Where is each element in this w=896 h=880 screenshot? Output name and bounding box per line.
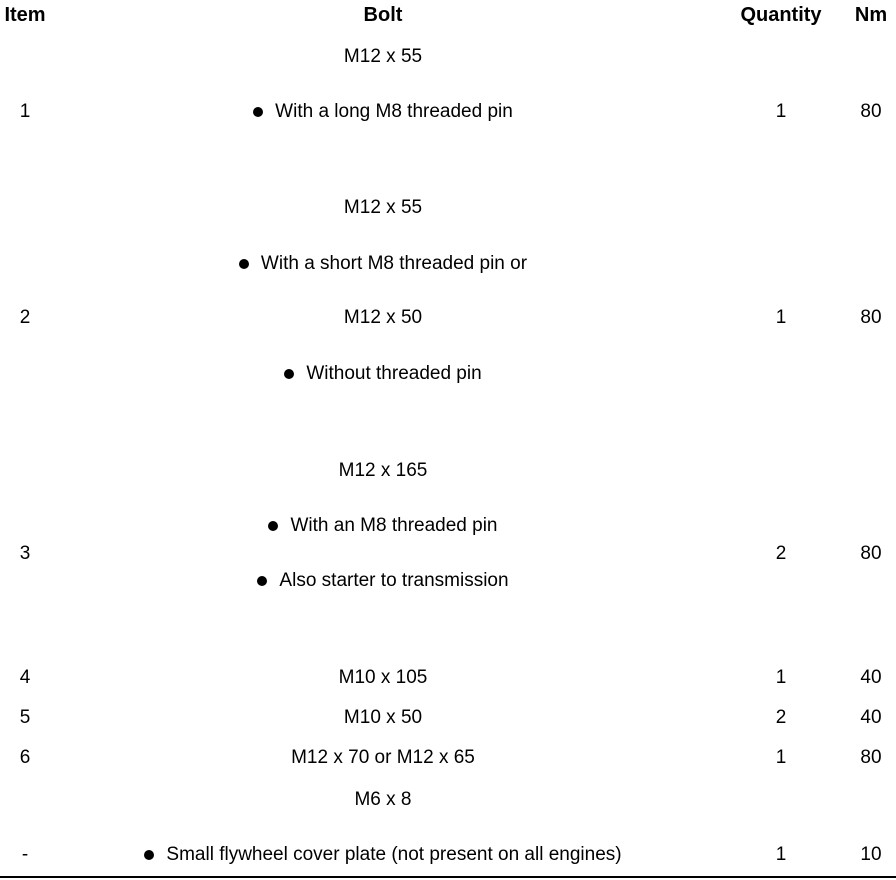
bolt-cell: M12 x 70 or M12 x 65 (50, 747, 716, 769)
bolt-text: With a short M8 threaded pin or (260, 253, 528, 274)
bolt-text: Small flywheel cover plate (not present … (166, 844, 622, 865)
nm-cell: 80 (860, 307, 882, 328)
bullet-icon (284, 369, 295, 379)
table-row: 2 M12 x 50 1 80 (0, 307, 896, 329)
table-row: 4 M10 x 105 1 40 (0, 667, 896, 689)
table-row: Also starter to transmission (0, 570, 896, 592)
nm-cell: 80 (860, 543, 882, 564)
bolt-cell: M6 x 8 (50, 789, 716, 811)
table-row: M12 x 55 (0, 197, 896, 219)
bolt-cell: M10 x 105 (50, 667, 716, 689)
bolt-cell: With a long M8 threaded pin (50, 101, 716, 123)
quantity-cell: 2 (775, 707, 787, 728)
table-row: With a short M8 threaded pin or (0, 253, 896, 275)
nm-cell: 40 (860, 707, 882, 728)
bolt-text: With an M8 threaded pin (290, 515, 498, 536)
bullet-icon (268, 521, 279, 531)
quantity-cell: 1 (775, 844, 787, 865)
bolt-cell: M12 x 50 (50, 307, 716, 329)
bolt-cell: M12 x 55 (50, 46, 716, 68)
bullet-icon (257, 576, 268, 586)
nm-cell: 80 (860, 747, 882, 768)
nm-cell: 10 (860, 844, 882, 865)
quantity-cell: 1 (775, 667, 787, 688)
bolt-text: M12 x 55 (343, 197, 423, 218)
quantity-cell: 2 (775, 543, 787, 564)
item-cell: 6 (19, 747, 31, 768)
bolt-cell: M12 x 55 (50, 197, 716, 219)
table-row: 3 2 80 (0, 543, 896, 565)
item-cell: 4 (19, 667, 31, 688)
bolt-text: M6 x 8 (354, 789, 412, 810)
table-row: M12 x 165 (0, 460, 896, 482)
table-header-row: Item Bolt Quantity Nm (0, 4, 896, 26)
bolt-cell: Small flywheel cover plate (not present … (50, 844, 716, 866)
bolt-cell: Without threaded pin (50, 363, 716, 385)
bullet-icon (144, 850, 155, 860)
bullet-icon (253, 107, 264, 117)
item-cell: 1 (19, 101, 31, 122)
nm-cell: 80 (860, 101, 882, 122)
bolt-text: M12 x 50 (343, 307, 423, 328)
quantity-cell: 1 (775, 101, 787, 122)
table-row: Without threaded pin (0, 363, 896, 385)
table-row: M12 x 55 (0, 46, 896, 68)
nm-cell: 40 (860, 667, 882, 688)
bottom-divider (0, 876, 896, 878)
bolt-cell: M12 x 165 (50, 460, 716, 482)
bolt-text: M12 x 70 or M12 x 65 (291, 747, 475, 768)
header-nm: Nm (854, 4, 888, 26)
bullet-icon (238, 259, 249, 269)
header-quantity: Quantity (740, 4, 822, 26)
bolt-text: Also starter to transmission (279, 570, 509, 591)
item-cell: 3 (19, 543, 31, 564)
bolt-text: M10 x 50 (343, 707, 423, 728)
table-row: With an M8 threaded pin (0, 515, 896, 537)
item-cell: - (21, 844, 29, 865)
bolt-text: M10 x 105 (338, 667, 428, 688)
item-cell: 2 (19, 307, 31, 328)
quantity-cell: 1 (775, 747, 787, 768)
bolt-text: M12 x 55 (343, 46, 423, 67)
bolt-cell: M10 x 50 (50, 707, 716, 729)
table-row: 1 With a long M8 threaded pin 1 80 (0, 101, 896, 123)
bolt-text: With a long M8 threaded pin (275, 101, 513, 122)
bolt-text: Without threaded pin (306, 363, 482, 384)
table-row: M6 x 8 (0, 789, 896, 811)
bolt-cell: With a short M8 threaded pin or (50, 253, 716, 275)
item-cell: 5 (19, 707, 31, 728)
table-row: 6 M12 x 70 or M12 x 65 1 80 (0, 747, 896, 769)
table-row: 5 M10 x 50 2 40 (0, 707, 896, 729)
bolt-text: M12 x 165 (338, 460, 428, 481)
header-item: Item (4, 4, 46, 26)
header-bolt: Bolt (363, 4, 403, 26)
bolt-cell: With an M8 threaded pin (50, 515, 716, 537)
quantity-cell: 1 (775, 307, 787, 328)
bolt-cell: Also starter to transmission (50, 570, 716, 592)
table-row: - Small flywheel cover plate (not presen… (0, 844, 896, 866)
